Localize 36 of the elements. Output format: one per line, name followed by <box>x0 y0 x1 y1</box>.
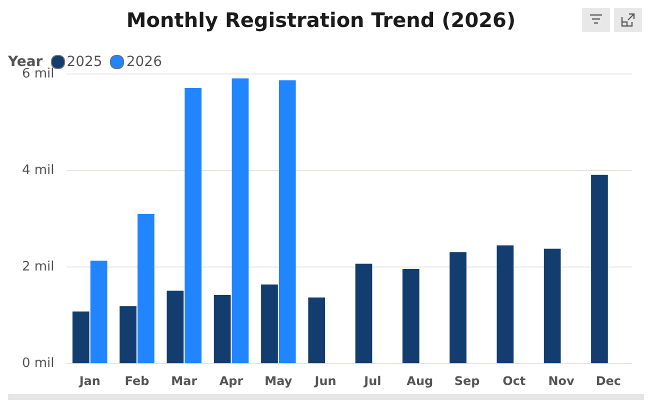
x-tick-label: Jan <box>78 374 100 388</box>
bar <box>261 284 278 364</box>
x-tick-label: Sep <box>454 374 480 388</box>
x-tick-label: Aug <box>406 374 434 388</box>
bar <box>184 88 202 364</box>
bar <box>214 295 231 364</box>
y-tick-label: 0 mil <box>22 356 54 371</box>
bar <box>138 214 154 364</box>
bar <box>232 78 249 364</box>
x-tick-label: Jun <box>314 374 336 388</box>
bar <box>544 248 561 364</box>
y-tick-label: 4 mil <box>22 162 54 178</box>
bar <box>72 311 90 364</box>
legend-label: 2026 <box>126 54 162 70</box>
bar <box>278 80 296 364</box>
x-tick-label: Mar <box>171 374 198 388</box>
x-tick-label: Apr <box>219 374 244 388</box>
x-tick-label: May <box>264 374 292 388</box>
bar <box>308 297 326 364</box>
y-tick-label: 2 mil <box>22 259 54 274</box>
bar <box>402 269 420 364</box>
legend-label: 2025 <box>66 54 102 70</box>
bar <box>450 252 466 364</box>
bar <box>120 306 136 364</box>
bar <box>496 245 514 364</box>
bar <box>90 260 108 364</box>
y-tick-label: 6 mil <box>22 66 54 82</box>
x-tick-label: Feb <box>124 374 150 388</box>
chart-title: Monthly Registration Trend (2026) <box>126 8 516 32</box>
x-tick-label: Nov <box>548 374 575 388</box>
x-tick-label: Dec <box>596 374 622 388</box>
x-tick-label: Jul <box>363 374 382 388</box>
bar <box>355 264 372 364</box>
x-tick-label: Oct <box>502 374 526 388</box>
bar <box>591 174 608 364</box>
bar <box>166 290 184 364</box>
